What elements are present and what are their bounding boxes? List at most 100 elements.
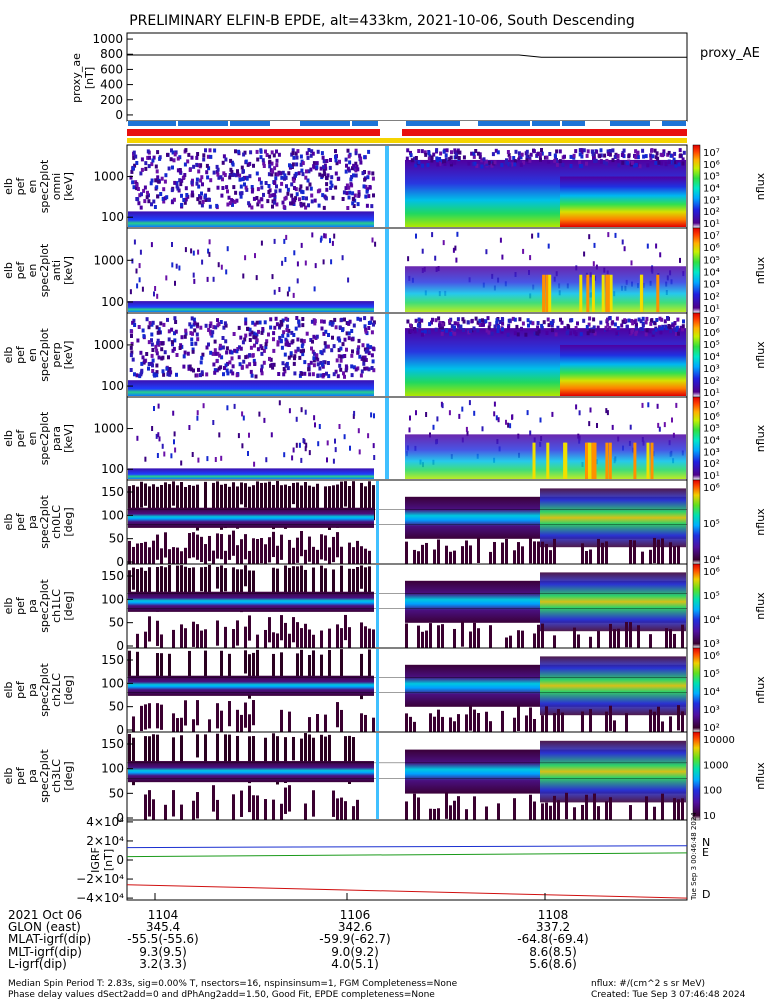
spectrogram-pixel xyxy=(309,360,313,365)
spectrogram-pixel xyxy=(220,193,224,198)
spectrogram-pixel xyxy=(641,148,645,153)
spectrogram-pixel xyxy=(298,373,302,378)
spectrogram-pixel xyxy=(316,373,320,378)
spectrogram-pixel xyxy=(176,156,180,161)
spectrogram-pixel xyxy=(247,201,251,206)
pa-column-bottom xyxy=(533,633,536,659)
pa-column-top xyxy=(332,485,335,523)
pa-column-bottom xyxy=(405,623,408,649)
pa-column-bottom xyxy=(405,801,408,828)
pa-column-top xyxy=(168,565,171,605)
spectrogram-pixel xyxy=(294,187,298,192)
spectrogram-pixel xyxy=(605,158,609,163)
spectrogram-pixel xyxy=(648,329,652,334)
y-tick-label: 0 xyxy=(116,555,124,569)
spectrogram-pixel xyxy=(312,358,316,363)
spectrogram-pixel xyxy=(513,159,517,164)
spectrogram-pixel xyxy=(458,325,462,330)
spectrogram-pixel xyxy=(649,319,653,324)
low-energy-band-left xyxy=(128,468,374,479)
spectrogram-pixel xyxy=(654,327,658,332)
spectrogram-pixel xyxy=(350,364,354,369)
y-label-line: [deg] xyxy=(62,761,75,790)
spectrogram-pixel xyxy=(333,233,336,239)
colorbar-tick-label: 10⁷ xyxy=(703,231,720,242)
spectrogram-pixel xyxy=(428,322,432,327)
spectrogram-pixel xyxy=(174,280,176,286)
pa-column-bottom xyxy=(200,630,203,656)
flux-spike xyxy=(586,274,590,312)
flux-region-intense xyxy=(560,176,686,227)
pa-column-top xyxy=(216,481,219,526)
spectrogram-pixel xyxy=(286,366,290,371)
pa-column-bottom xyxy=(525,715,528,741)
y-label-line: en xyxy=(26,432,39,446)
y-label-line: [deg] xyxy=(62,507,75,536)
ephemeris-table: 2021 Oct 06 1104 1106 1108 GLON (east) 3… xyxy=(8,909,608,970)
pa-column-top xyxy=(276,736,279,785)
pa-column-bottom xyxy=(308,629,311,655)
spectrogram-pixel xyxy=(352,413,355,419)
spectrogram-pixel xyxy=(491,152,495,157)
spectrogram-pixel xyxy=(657,422,660,428)
pa-column-top xyxy=(364,486,367,514)
spectrogram-pixel xyxy=(281,318,285,323)
spectrogram-pixel xyxy=(438,320,442,325)
spectrogram-pixel xyxy=(248,338,252,342)
pa-column-top xyxy=(188,650,191,683)
spectrogram-pixel xyxy=(445,328,449,333)
pa-column-top xyxy=(148,567,151,602)
spectrogram-pixel xyxy=(263,320,267,325)
pa-column-top xyxy=(248,736,251,784)
pa-band-intense xyxy=(540,656,686,716)
spectrogram-pixel xyxy=(214,325,218,330)
spectrogram-pixel xyxy=(537,329,541,334)
spectrogram-pixel xyxy=(467,330,471,335)
spectrogram-pixel xyxy=(465,426,468,432)
spectrogram-pixel xyxy=(599,148,603,153)
spectrogram-pixel xyxy=(275,202,279,207)
spectrogram-pixel xyxy=(278,188,282,193)
spectrogram-pixel xyxy=(665,326,669,331)
spectrogram-pixel xyxy=(245,364,249,369)
spectrogram-pixel xyxy=(156,293,159,299)
spectrogram-pixel xyxy=(281,170,285,175)
pa-column-bottom xyxy=(232,629,235,655)
spectrogram-pixel xyxy=(332,458,335,464)
spectrogram-pixel xyxy=(142,334,146,339)
spectrogram-pixel xyxy=(139,249,142,255)
spectrogram-pixel xyxy=(139,372,143,377)
pa-column-bottom xyxy=(637,625,640,651)
pa-column-bottom xyxy=(244,534,247,560)
spectrogram-pixel xyxy=(365,203,369,208)
colorbar-label: nflux xyxy=(754,762,767,790)
spectrogram-pixel xyxy=(682,150,686,155)
spectrogram-pixel xyxy=(295,162,299,167)
pa-column-bottom xyxy=(517,542,520,568)
spectrogram-pixel xyxy=(155,325,159,330)
spectrogram-pixel xyxy=(436,416,439,422)
pa-column-bottom xyxy=(356,799,359,827)
status-bar-blue-segment xyxy=(300,121,350,126)
spectrogram-pixel xyxy=(136,187,140,191)
spectrogram-pixel xyxy=(533,331,537,336)
spectrogram-pixel xyxy=(135,186,139,191)
pa-column-top xyxy=(240,482,243,505)
spectrogram-pixel xyxy=(466,320,470,325)
spectrogram-pixel xyxy=(413,156,417,161)
spectrogram-pixel xyxy=(274,316,278,321)
spectrogram-pixel xyxy=(602,160,606,165)
spectrogram-pixel xyxy=(407,256,410,262)
spectrogram-pixel xyxy=(334,369,338,374)
spectrogram-pixel xyxy=(199,163,203,168)
spectrogram-pixel xyxy=(268,193,272,198)
spectrogram-pixel xyxy=(367,194,371,199)
spectrogram-pixel xyxy=(501,327,504,332)
pa-column-bottom xyxy=(248,615,251,641)
spectrogram-pixel xyxy=(260,240,263,246)
spectrogram-pixel xyxy=(209,178,213,183)
spectrogram-pixel xyxy=(334,149,337,154)
